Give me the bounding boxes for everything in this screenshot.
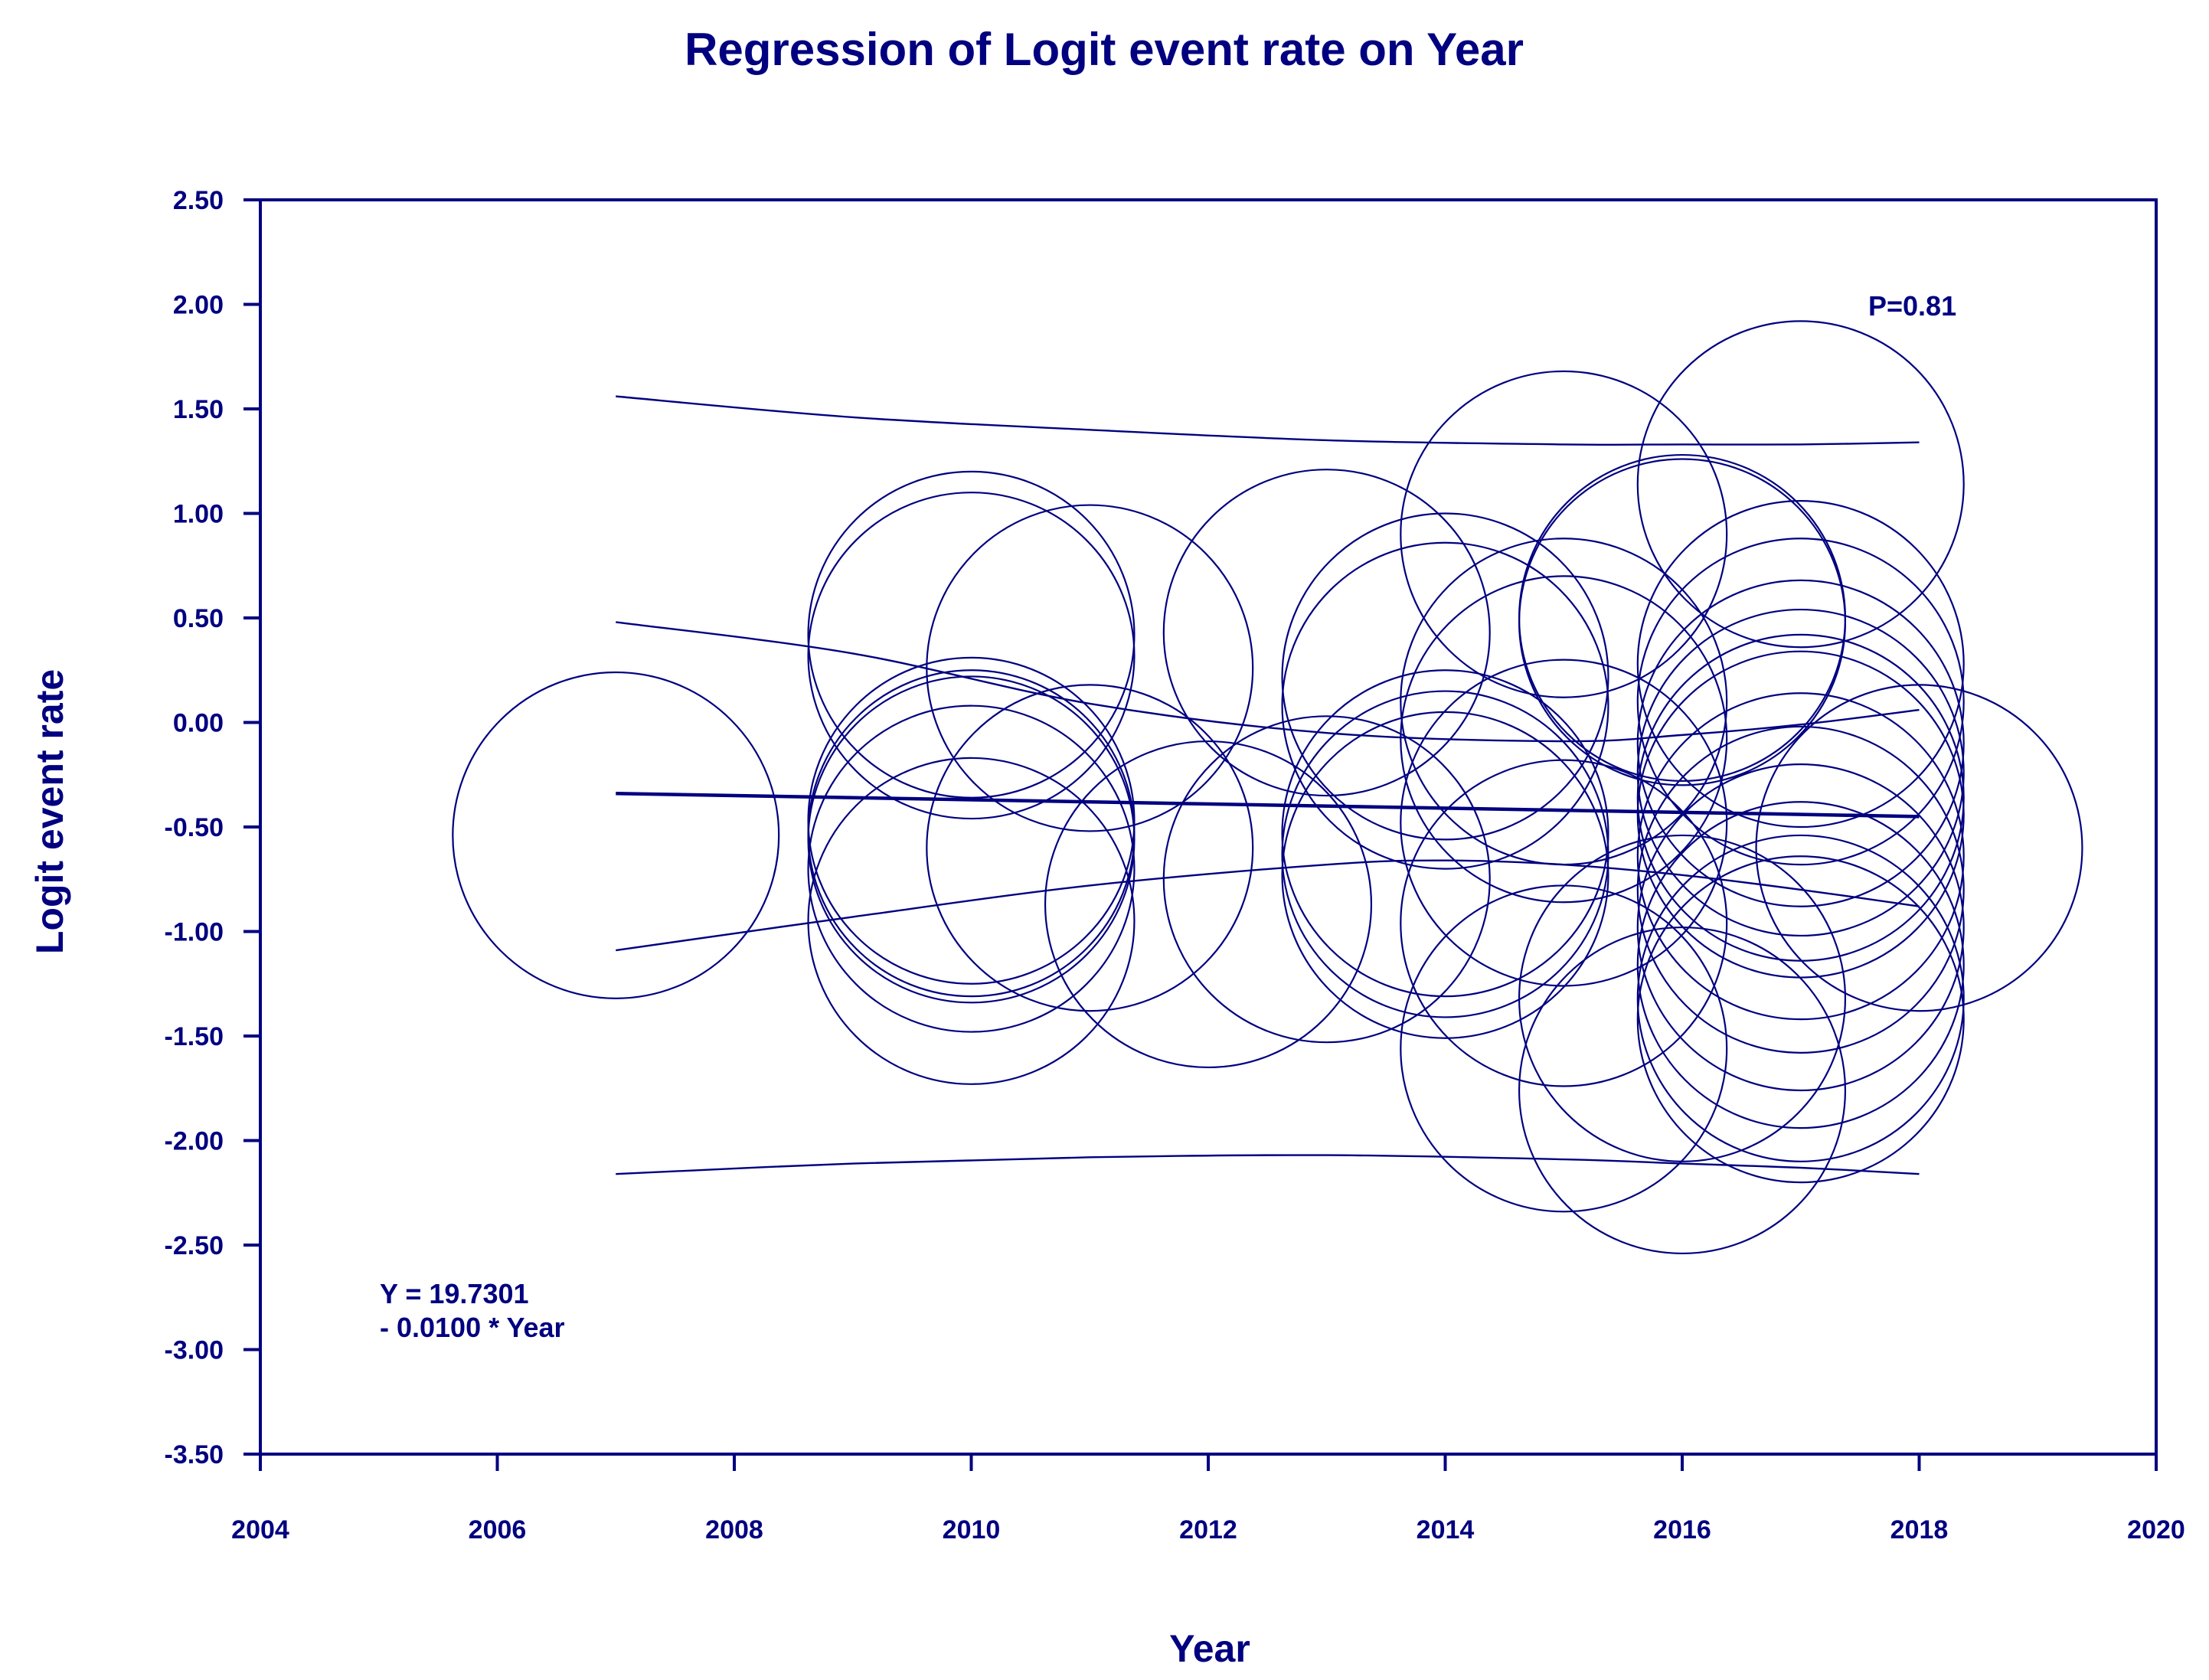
y-tick-label: -2.00 bbox=[165, 1127, 224, 1156]
data-point-bubble bbox=[807, 704, 1136, 1033]
data-point-bubble bbox=[1281, 512, 1609, 841]
x-axis-ticks: 2004 2006 2008 2010 2012 2014 2016 2018 2020 bbox=[231, 1454, 2185, 1544]
data-point-bubble bbox=[1400, 575, 1728, 904]
data-point-bubble bbox=[1400, 538, 1728, 866]
y-tick-label: -3.00 bbox=[165, 1336, 224, 1365]
x-tick-label: 2004 bbox=[231, 1515, 289, 1544]
y-tick-label: -2.50 bbox=[165, 1231, 224, 1260]
data-point-bubble bbox=[1636, 763, 1965, 1092]
data-point-bubble bbox=[1518, 834, 1847, 1162]
data-point-bubble bbox=[1044, 740, 1373, 1069]
data-point-bubble bbox=[1636, 608, 1965, 937]
x-tick-label: 2020 bbox=[2127, 1515, 2185, 1544]
data-point-bubble bbox=[1636, 538, 1965, 866]
y-tick-label: -1.00 bbox=[165, 918, 224, 947]
y-tick-label: 0.50 bbox=[173, 604, 224, 633]
confidence-upper-line bbox=[616, 621, 1920, 743]
x-tick-label: 2008 bbox=[705, 1515, 763, 1544]
data-point-bubble bbox=[1400, 759, 1728, 1087]
y-tick-label: -0.50 bbox=[165, 813, 224, 842]
x-tick-label: 2016 bbox=[1653, 1515, 1711, 1544]
data-point-bubble bbox=[1636, 633, 1965, 962]
prediction-lower-line bbox=[616, 1154, 1920, 1175]
data-point-bubble bbox=[1755, 684, 2083, 1012]
y-tick-label: 0.00 bbox=[173, 709, 224, 738]
data-point-bubble bbox=[1636, 500, 1965, 829]
x-axis-title: Year bbox=[1169, 1627, 1250, 1670]
y-tick-label: -1.50 bbox=[165, 1022, 224, 1051]
data-point-bubble bbox=[452, 671, 780, 999]
equation-line-2: - 0.0100 * Year bbox=[380, 1312, 565, 1343]
x-tick-label: 2018 bbox=[1890, 1515, 1949, 1544]
equation-line-1: Y = 19.7301 bbox=[380, 1278, 529, 1309]
regression-line bbox=[616, 792, 1920, 819]
data-point-bubble bbox=[1636, 692, 1965, 1021]
x-tick-label: 2006 bbox=[469, 1515, 527, 1544]
y-tick-label: 2.50 bbox=[173, 186, 224, 215]
y-axis-ticks: 2.50 2.00 1.50 1.00 0.50 0.00 -0.50 -1.00 -1.50 -… bbox=[165, 186, 260, 1469]
y-tick-label: 2.00 bbox=[173, 291, 224, 320]
data-point-bubble bbox=[1636, 579, 1965, 907]
y-axis-title: Logit event rate bbox=[28, 669, 71, 954]
p-value-label: P=0.81 bbox=[1868, 290, 1956, 322]
x-tick-label: 2012 bbox=[1179, 1515, 1237, 1544]
y-tick-label: 1.50 bbox=[173, 395, 224, 424]
data-point-bubble bbox=[926, 504, 1254, 832]
regression-line-group bbox=[616, 792, 1920, 819]
data-point-bubble bbox=[1162, 715, 1491, 1044]
x-tick-label: 2010 bbox=[943, 1515, 1001, 1544]
data-point-bubble bbox=[1636, 650, 1965, 979]
data-point-bubble bbox=[1518, 458, 1847, 786]
data-point-bubble bbox=[1281, 541, 1609, 870]
data-point-bubble bbox=[1636, 834, 1965, 1162]
data-point-bubble bbox=[1636, 320, 1965, 649]
data-point-bubble bbox=[1636, 855, 1965, 1184]
y-tick-label: -3.50 bbox=[165, 1440, 224, 1469]
data-point-bubble bbox=[1281, 669, 1609, 998]
data-point-bubble bbox=[926, 684, 1254, 1012]
x-tick-label: 2014 bbox=[1417, 1515, 1475, 1544]
prediction-upper-line bbox=[616, 395, 1920, 446]
data-point-bubble bbox=[807, 470, 1136, 799]
chart-title: Regression of Logit event rate on Year bbox=[685, 24, 1524, 75]
data-point-bubble bbox=[807, 669, 1136, 998]
data-point-bubble bbox=[807, 492, 1136, 820]
data-point-bubble bbox=[1281, 690, 1609, 1018]
data-point-bubble bbox=[1518, 453, 1847, 783]
plot-frame bbox=[259, 198, 2158, 1456]
data-point-bubble bbox=[807, 757, 1136, 1085]
data-point-bubble bbox=[1162, 469, 1491, 797]
data-point-bubble bbox=[1636, 801, 1965, 1129]
data-point-bubble bbox=[1400, 659, 1728, 987]
data-point-bubble bbox=[1636, 725, 1965, 1054]
data-point-bubble bbox=[1400, 370, 1728, 698]
data-point-bubble bbox=[807, 675, 1136, 1004]
y-tick-label: 1.00 bbox=[173, 500, 224, 529]
data-bubbles bbox=[452, 320, 2083, 1255]
